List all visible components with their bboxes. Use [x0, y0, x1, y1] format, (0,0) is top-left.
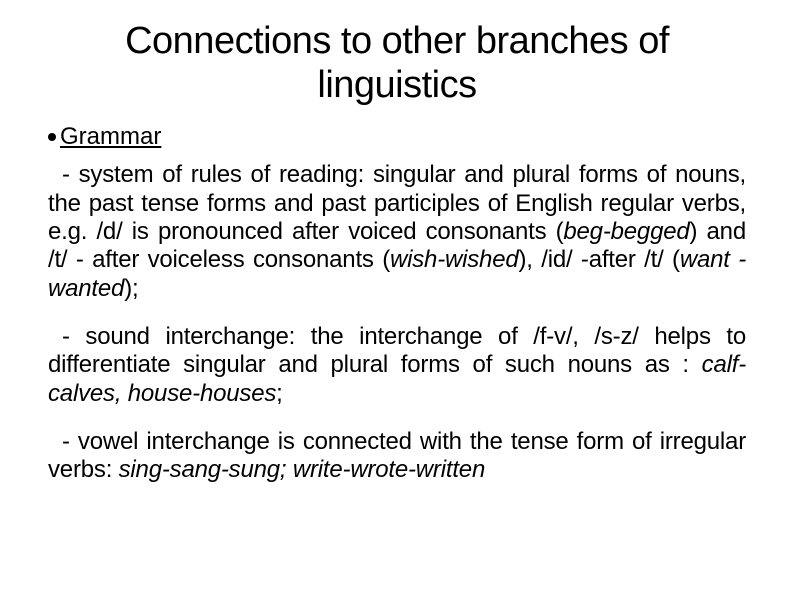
page-title: Connections to other branches of linguis… — [48, 20, 746, 107]
paragraph-3: - vowel interchange is connected with th… — [48, 428, 746, 485]
slide-container: Connections to other branches of linguis… — [0, 0, 794, 595]
bullet-row: Grammar — [48, 123, 746, 151]
paragraph-1: - system of rules of reading: singular a… — [48, 161, 746, 303]
paragraph-2: - sound interchange: the interchange of … — [48, 323, 746, 408]
bullet-icon — [48, 133, 56, 141]
bullet-label: Grammar — [60, 123, 161, 151]
